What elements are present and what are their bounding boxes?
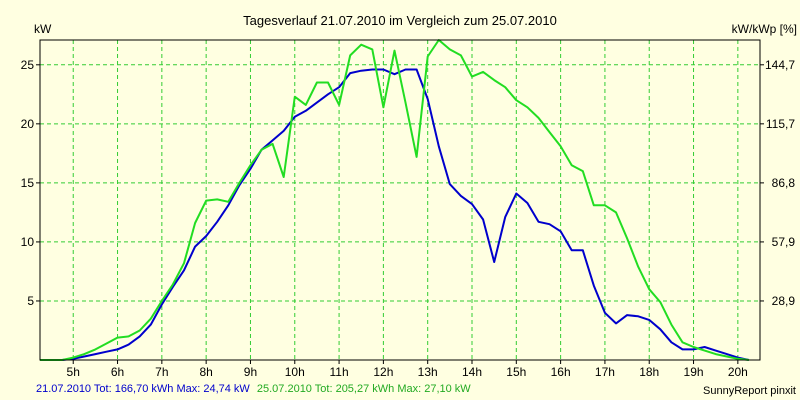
y-right-tick-label: 57,9 <box>772 235 796 249</box>
series-group <box>40 39 750 361</box>
x-tick-label: 13h <box>418 365 438 379</box>
tick-labels: 5h 6h 7h 8h 9h 10h 11h 12h 13h 14h 15h 16h 17h 18h 19h… <box>21 58 796 379</box>
plot-area <box>40 40 760 360</box>
x-tick-label: 5h <box>67 365 80 379</box>
x-tick-label: 6h <box>111 365 124 379</box>
chart-title: Tagesverlauf 21.07.2010 im Vergleich zum… <box>243 13 557 28</box>
y-left-tick-label: 25 <box>21 58 35 72</box>
x-tick-label: 17h <box>595 365 615 379</box>
x-tick-label: 12h <box>373 365 393 379</box>
footer-stats: 21.07.2010 Tot: 166,70 kWh Max: 24,74 kW… <box>36 383 471 395</box>
y-left-tick-label: 10 <box>21 235 35 249</box>
x-tick-label: 19h <box>684 365 704 379</box>
series-line-1 <box>40 68 750 361</box>
x-tick-label: 14h <box>462 365 482 379</box>
footer-series-1: 21.07.2010 Tot: 166,70 kWh Max: 24,74 kW <box>36 383 250 395</box>
x-tick-label: 10h <box>285 365 305 379</box>
y-right-tick-label: 86,8 <box>772 176 796 190</box>
x-tick-label: 20h <box>728 365 748 379</box>
y-right-tick-label: 144,7 <box>765 58 795 72</box>
footer-series-2: 25.07.2010 Tot: 205,27 kWh Max: 27,10 kW <box>257 383 471 395</box>
y-axis-left-label: kW <box>34 22 52 36</box>
x-tick-label: 18h <box>639 365 659 379</box>
y-right-tick-label: 115,7 <box>766 117 795 131</box>
x-tick-label: 15h <box>506 365 526 379</box>
x-tick-label: 16h <box>551 365 571 379</box>
series-line-2 <box>40 39 750 361</box>
y-left-tick-label: 15 <box>21 176 35 190</box>
x-tick-label: 11h <box>330 365 349 379</box>
grid-lines <box>40 40 760 360</box>
x-tick-label: 9h <box>244 365 257 379</box>
x-tick-label: 7h <box>155 365 168 379</box>
credit-text: SunnyReport pinxit <box>703 385 796 397</box>
y-axis-right-label: kW/kWp [%] <box>732 22 797 36</box>
y-right-tick-label: 28,9 <box>772 294 796 308</box>
x-tick-label: 8h <box>199 365 212 379</box>
plot-frame <box>39 39 761 361</box>
y-left-tick-label: 5 <box>27 294 34 308</box>
y-left-tick-label: 20 <box>21 117 35 131</box>
